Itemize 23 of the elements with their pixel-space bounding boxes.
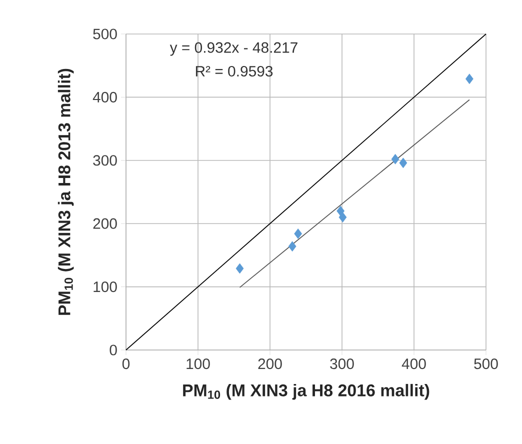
y-tick-label: 200 (93, 218, 117, 229)
y-tick-label: 300 (93, 155, 117, 166)
x-tick-label: 0 (122, 358, 130, 370)
point (399, 158, 408, 168)
x-tick-label: 100 (186, 358, 210, 370)
y-tick-label: 100 (94, 282, 117, 292)
point (391, 154, 400, 164)
point (288, 241, 296, 252)
y-tick-label: 400 (92, 92, 117, 102)
point (294, 228, 302, 239)
annotation: y = 0.932x - 48.217 (170, 42, 298, 56)
text: PM$_{10}$ (M XIN3 ja H8 2016 mallit) (183, 384, 430, 400)
text: PM$_{10}$ (M XIN3 ja H8 2013 mallit) (58, 68, 74, 315)
x-tick-label: 400 (402, 358, 426, 370)
x-tick-label: 300 (330, 358, 354, 370)
x-tick-label: 200 (258, 358, 282, 370)
annotation: R² = 0.9593 (196, 66, 273, 77)
point (338, 212, 347, 222)
x-tick-label: 500 (474, 358, 498, 370)
y-tick-label: 500 (93, 28, 117, 40)
point (465, 74, 474, 84)
y-tick-label: 0 (110, 344, 117, 356)
point (236, 263, 244, 274)
